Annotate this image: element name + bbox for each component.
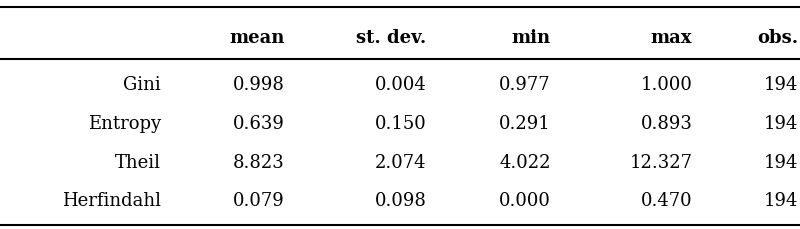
Text: max: max — [651, 29, 692, 46]
Text: 0.291: 0.291 — [499, 114, 550, 133]
Text: 0.098: 0.098 — [374, 191, 426, 210]
Text: 0.079: 0.079 — [233, 191, 285, 210]
Text: obs.: obs. — [758, 29, 798, 46]
Text: Theil: Theil — [115, 153, 161, 171]
Text: 0.639: 0.639 — [233, 114, 285, 133]
Text: 0.977: 0.977 — [499, 76, 550, 94]
Text: 8.823: 8.823 — [233, 153, 285, 171]
Text: 194: 194 — [764, 76, 798, 94]
Text: 0.150: 0.150 — [375, 114, 426, 133]
Text: Gini: Gini — [123, 76, 161, 94]
Text: 1.000: 1.000 — [641, 76, 692, 94]
Text: 4.022: 4.022 — [499, 153, 550, 171]
Text: mean: mean — [230, 29, 285, 46]
Text: 0.004: 0.004 — [375, 76, 426, 94]
Text: min: min — [511, 29, 550, 46]
Text: 194: 194 — [764, 191, 798, 210]
Text: 0.998: 0.998 — [233, 76, 285, 94]
Text: 0.470: 0.470 — [641, 191, 692, 210]
Text: Entropy: Entropy — [88, 114, 161, 133]
Text: 194: 194 — [764, 153, 798, 171]
Text: 2.074: 2.074 — [375, 153, 426, 171]
Text: 12.327: 12.327 — [630, 153, 692, 171]
Text: 194: 194 — [764, 114, 798, 133]
Text: st. dev.: st. dev. — [356, 29, 426, 46]
Text: 0.000: 0.000 — [498, 191, 550, 210]
Text: 0.893: 0.893 — [641, 114, 692, 133]
Text: Herfindahl: Herfindahl — [62, 191, 161, 210]
